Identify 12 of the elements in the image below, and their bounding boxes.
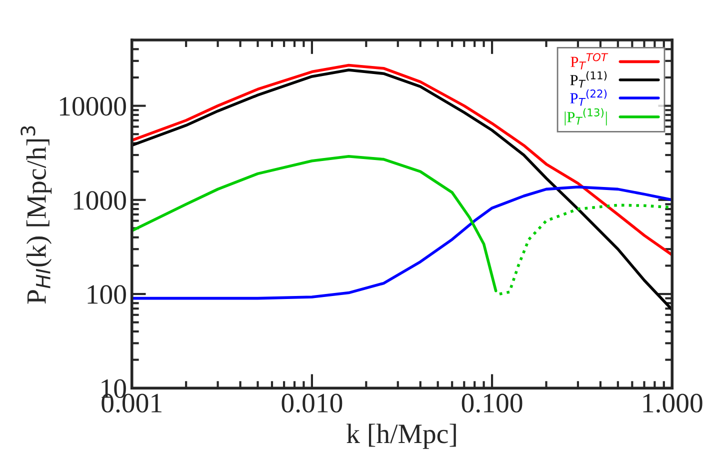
legend-label: P$_{T}$$^{TOT}$ <box>570 53 608 70</box>
x-tick-label: 0.010 <box>282 394 342 413</box>
y-tick-label: 1000 <box>74 191 126 210</box>
legend-label: |P$_{T}$$^{(13)}$| <box>564 108 607 126</box>
legend-label: P$_{T}$$^{(22)}$ <box>570 89 607 106</box>
y-tick-label: 10000 <box>60 96 126 116</box>
x-tick-label: 1.000 <box>643 394 702 413</box>
legend-label: P$_{T}$$^{(11)}$ <box>570 71 607 88</box>
x-tick-label: 0.100 <box>462 394 522 413</box>
x-axis-title: k [h/Mpc] <box>346 424 456 449</box>
y-tick-label: 100 <box>88 285 126 304</box>
y-axis-title: P$_{HI}$(k) [Mpc/h]$^{3}$ <box>20 126 52 304</box>
